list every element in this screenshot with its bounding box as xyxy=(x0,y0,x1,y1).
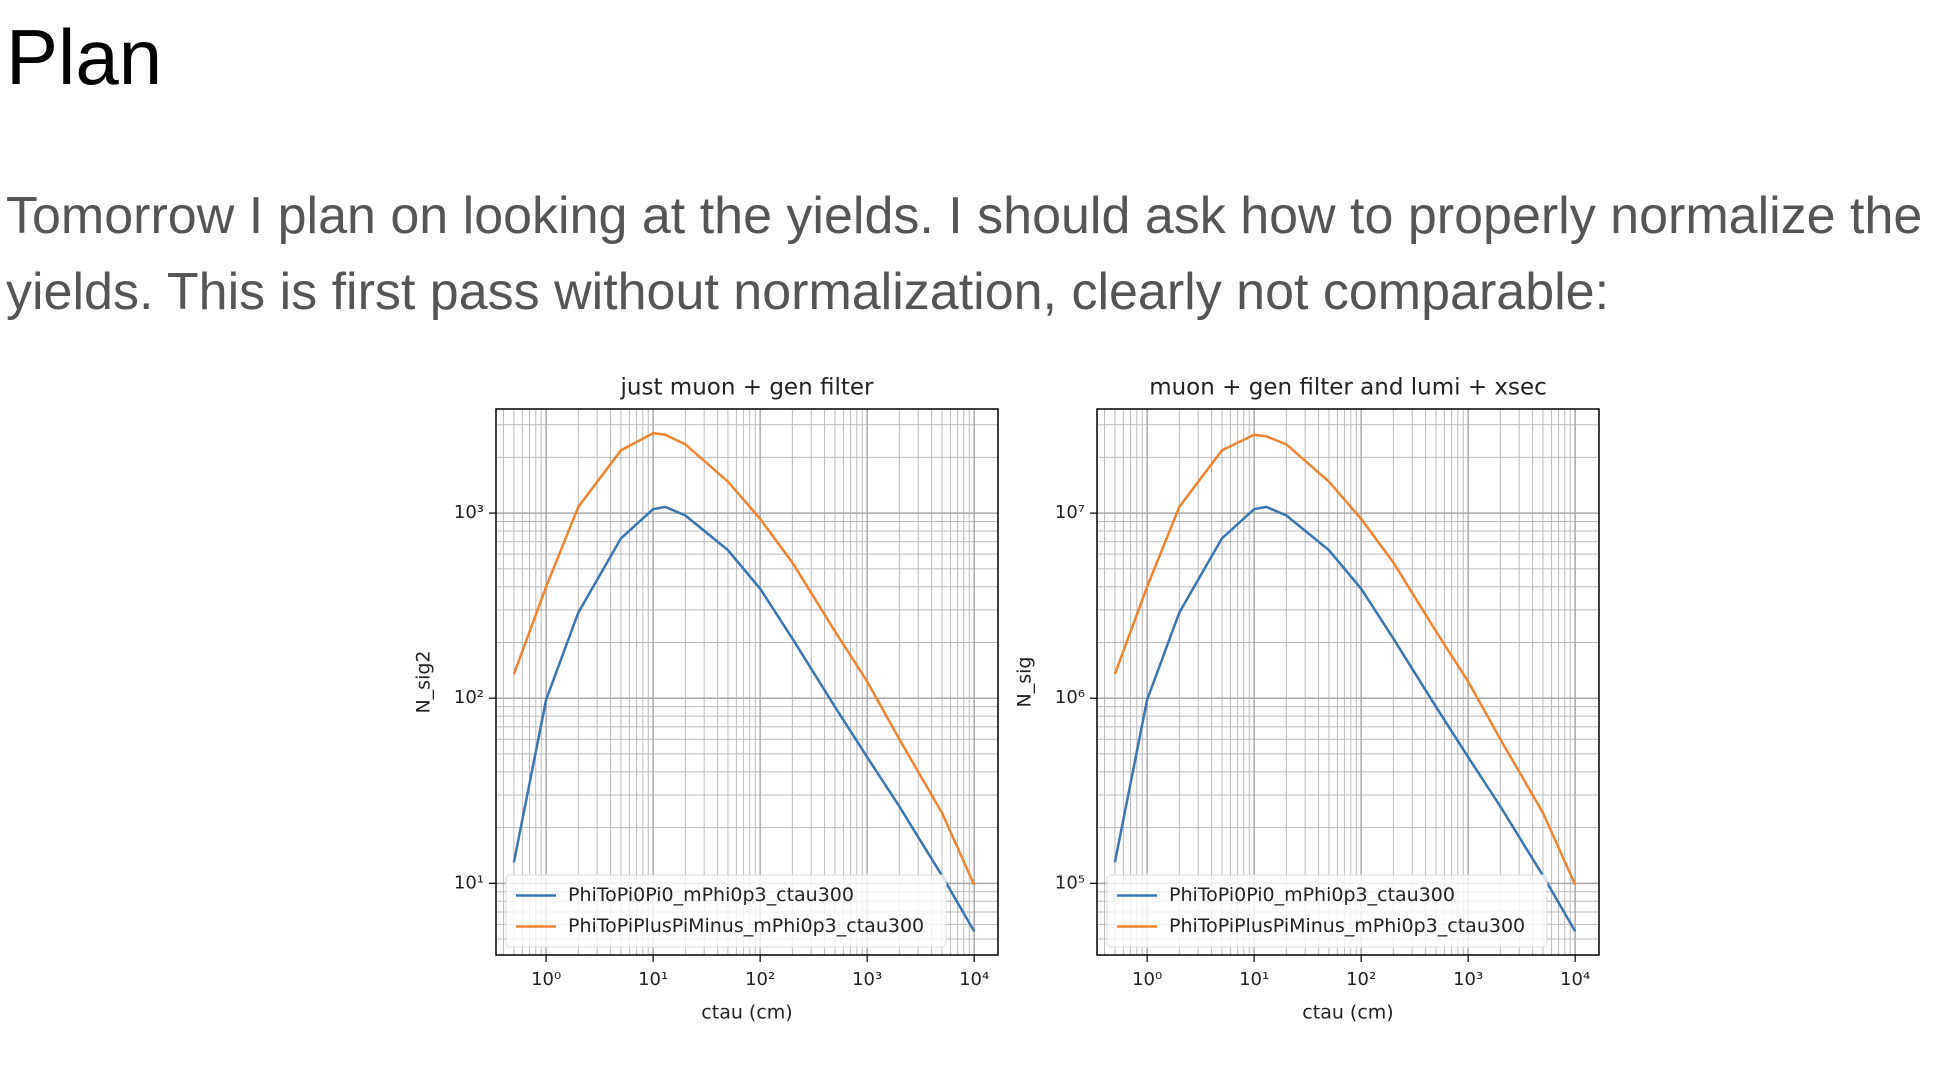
series-line xyxy=(512,431,976,886)
axes-frame xyxy=(495,408,999,956)
series-line xyxy=(1113,433,1577,886)
legend-box xyxy=(505,874,947,948)
y-tick-label: 10⁷ xyxy=(1055,502,1085,523)
series-line xyxy=(512,505,976,933)
chart-title: muon + gen filter and lumi + xsec xyxy=(1149,375,1547,401)
legend-label: PhiToPiPlusPiMinus_mPhi0p3_ctau300 xyxy=(568,915,924,937)
x-tick-label: 10⁰ xyxy=(1132,969,1162,990)
x-tick-label: 10⁴ xyxy=(1560,969,1590,990)
x-tick-label: 10⁰ xyxy=(531,969,561,990)
legend-label: PhiToPiPlusPiMinus_mPhi0p3_ctau300 xyxy=(1169,915,1525,937)
series-line xyxy=(1113,505,1577,933)
x-tick-label: 10¹ xyxy=(638,969,668,990)
y-tick-label: 10³ xyxy=(454,502,484,523)
y-tick-label: 10¹ xyxy=(454,872,484,893)
y-axis-label: N_sig2 xyxy=(413,650,435,713)
legend-label: PhiToPi0Pi0_mPhi0p3_ctau300 xyxy=(1169,884,1455,906)
x-tick-label: 10³ xyxy=(852,969,882,990)
axes-frame xyxy=(1096,408,1600,956)
x-axis-label: ctau (cm) xyxy=(701,1002,792,1024)
x-tick-label: 10² xyxy=(745,969,775,990)
paragraph: Tomorrow I plan on looking at the yields… xyxy=(6,187,1923,321)
legend-label: PhiToPi0Pi0_mPhi0p3_ctau300 xyxy=(568,884,854,906)
legend-box xyxy=(1106,874,1548,948)
y-axis-label: N_sig xyxy=(1014,657,1036,708)
chart-title: just muon + gen filter xyxy=(620,375,874,401)
x-tick-label: 10⁴ xyxy=(959,969,989,990)
x-tick-label: 10² xyxy=(1346,969,1376,990)
heading: Plan xyxy=(6,13,163,101)
x-axis-label: ctau (cm) xyxy=(1302,1002,1393,1024)
y-tick-label: 10² xyxy=(454,687,484,708)
x-tick-label: 10¹ xyxy=(1239,969,1269,990)
x-tick-label: 10³ xyxy=(1453,969,1483,990)
y-tick-label: 10⁶ xyxy=(1055,687,1085,708)
y-tick-label: 10⁵ xyxy=(1055,872,1085,893)
